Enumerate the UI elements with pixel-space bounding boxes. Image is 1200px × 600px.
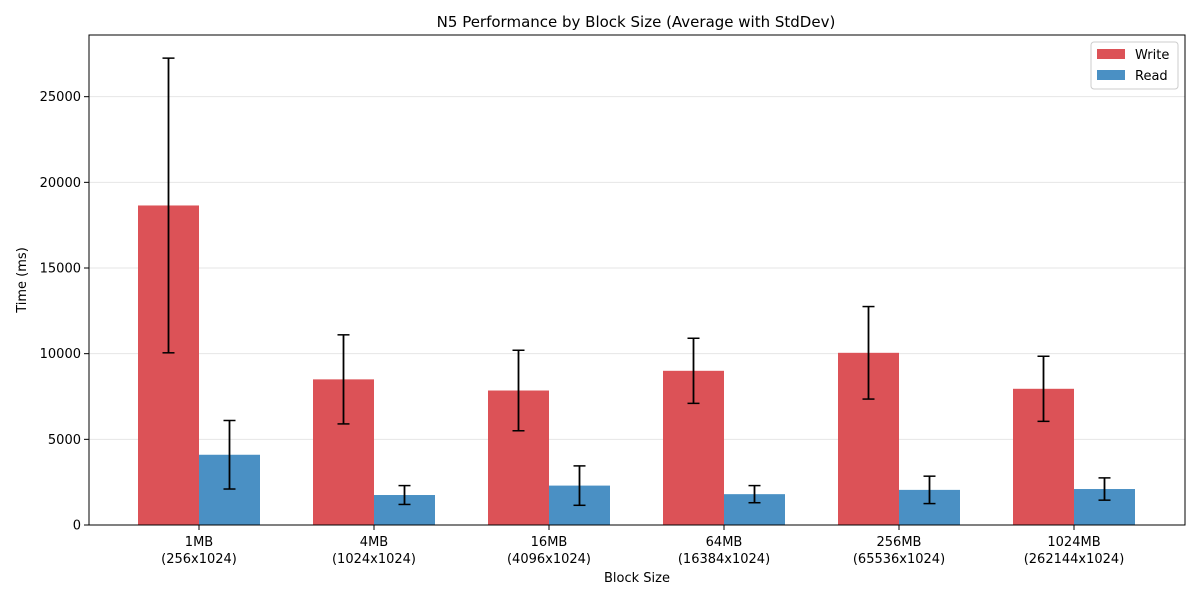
error-bar <box>748 484 761 504</box>
error-bar <box>162 57 175 354</box>
error-bar <box>923 475 936 505</box>
error-bar <box>1098 477 1111 501</box>
x-tick-label: 64MB <box>706 535 743 550</box>
y-tick-label: 5000 <box>48 433 81 448</box>
x-axis-label: Block Size <box>604 571 670 586</box>
bars <box>138 205 1135 525</box>
error-bar <box>687 337 700 405</box>
x-tick-label: 16MB <box>531 535 568 550</box>
y-tick-label: 20000 <box>40 176 81 191</box>
y-tick-label: 25000 <box>40 90 81 105</box>
x-tick-sublabel: (4096x1024) <box>507 552 591 567</box>
error-bar <box>398 484 411 506</box>
error-bar <box>223 419 236 490</box>
error-bar <box>512 349 525 432</box>
x-tick-sublabel: (16384x1024) <box>678 552 770 567</box>
y-tick-label: 15000 <box>40 262 81 277</box>
error-bar <box>1037 355 1050 423</box>
y-axis-label: Time (ms) <box>15 247 30 314</box>
x-tick-sublabel: (256x1024) <box>161 552 237 567</box>
x-tick-label: 256MB <box>877 535 922 550</box>
x-axis-ticks: 1MB (256x1024) 4MB (1024x1024) 16MB (4096x102… <box>161 525 1124 567</box>
error-bars <box>162 57 1111 507</box>
legend-swatch-write <box>1097 49 1125 59</box>
y-tick-label: 0 <box>73 519 81 534</box>
legend: Write Read <box>1090 41 1179 90</box>
x-tick-sublabel: (262144x1024) <box>1024 552 1125 567</box>
x-tick-label: 1024MB <box>1047 535 1100 550</box>
x-tick-sublabel: (65536x1024) <box>853 552 945 567</box>
x-tick-label: 1MB <box>185 535 213 550</box>
error-bar <box>337 334 350 425</box>
x-tick-sublabel: (1024x1024) <box>332 552 416 567</box>
error-bar <box>573 465 586 507</box>
error-bar <box>862 305 875 400</box>
legend-label: Read <box>1135 69 1168 84</box>
legend-label: Write <box>1135 48 1169 63</box>
grid-lines <box>89 96 1185 440</box>
legend-swatch-read <box>1097 70 1125 80</box>
chart-title: N5 Performance by Block Size (Average wi… <box>437 13 836 31</box>
y-axis-ticks: 0 5000 10000 15000 20000 25000 <box>40 90 89 534</box>
y-tick-label: 10000 <box>40 347 81 362</box>
plot-frame <box>88 34 1186 526</box>
x-tick-label: 4MB <box>360 535 388 550</box>
